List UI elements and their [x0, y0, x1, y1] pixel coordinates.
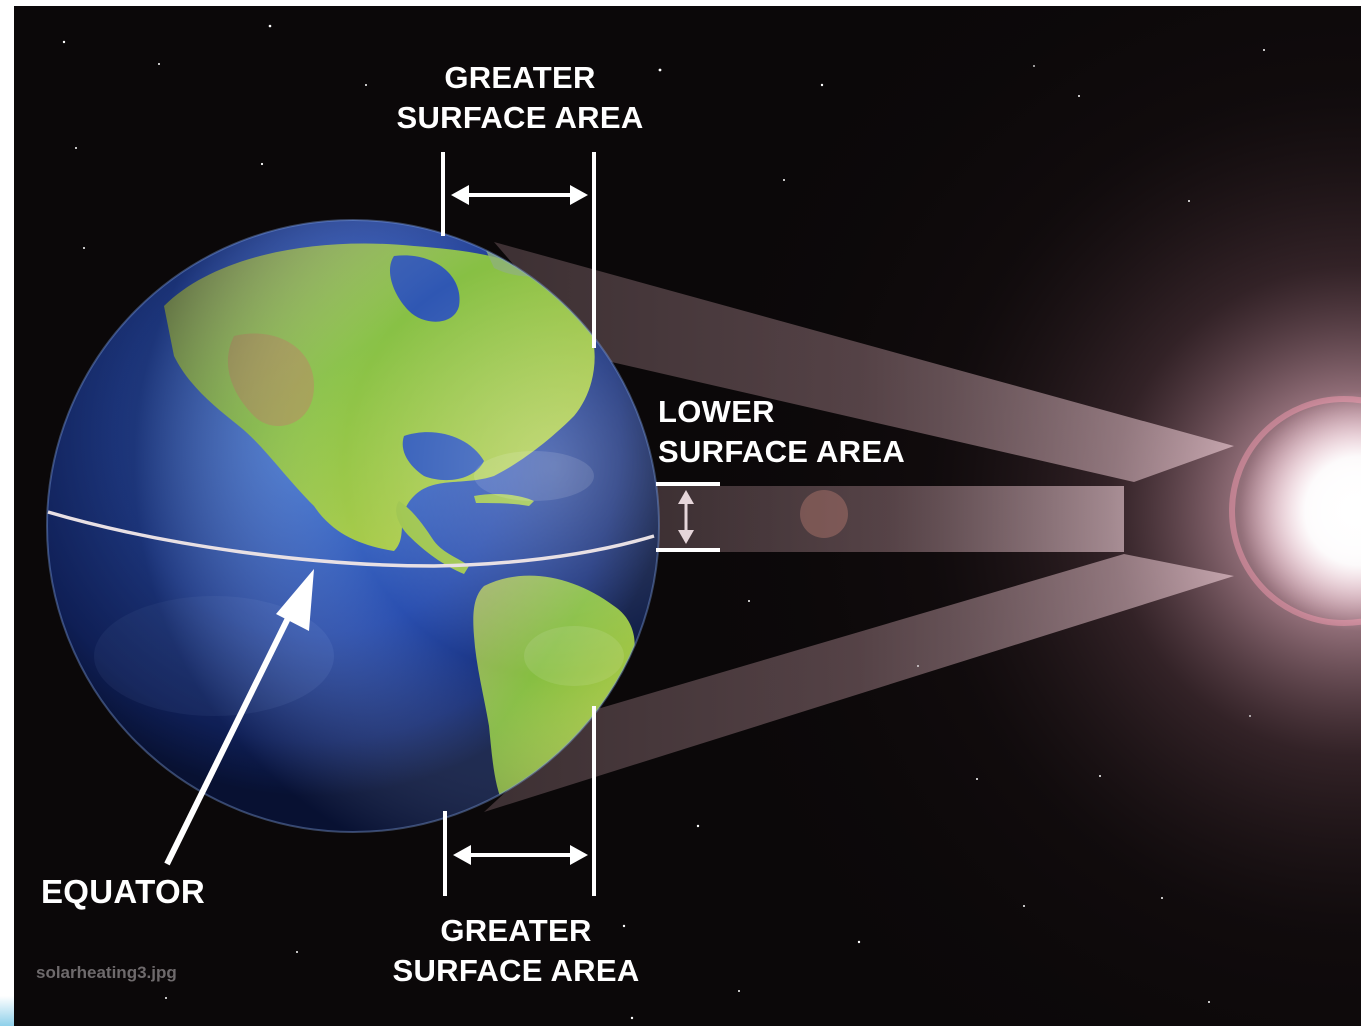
equator-line — [47, 510, 655, 568]
greater-top-line2: SURFACE AREA — [396, 100, 644, 135]
earth-globe-icon — [46, 219, 660, 833]
sun-icon — [800, 391, 1361, 631]
greater-bottom-line2: SURFACE AREA — [392, 953, 640, 988]
greater-top-line1: GREATER — [444, 60, 596, 95]
equator-label: EQUATOR — [41, 873, 206, 910]
greater-surface-area-top-label: GREATER SURFACE AREA — [380, 58, 660, 138]
top-surface-area-bracket — [441, 152, 596, 348]
bottom-surface-area-bracket — [443, 706, 596, 896]
stars — [62, 24, 1265, 1020]
sunlight-beams — [484, 242, 1234, 812]
lower-line2: SURFACE AREA — [658, 434, 906, 469]
corner-tint — [0, 996, 14, 1026]
watermark-filename: solarheating3.jpg — [36, 963, 177, 982]
lower-surface-area-label: LOWER SURFACE AREA — [658, 392, 905, 472]
space-background: GREATER SURFACE AREA LOWER SURFACE AREA … — [14, 6, 1361, 1026]
middle-surface-area-bracket — [656, 482, 720, 552]
lower-line1: LOWER — [658, 394, 775, 429]
diagram-svg — [14, 6, 1361, 1026]
equator-arrow — [164, 569, 314, 866]
greater-bottom-line1: GREATER — [440, 913, 592, 948]
greater-surface-area-bottom-label: GREATER SURFACE AREA — [376, 911, 656, 991]
